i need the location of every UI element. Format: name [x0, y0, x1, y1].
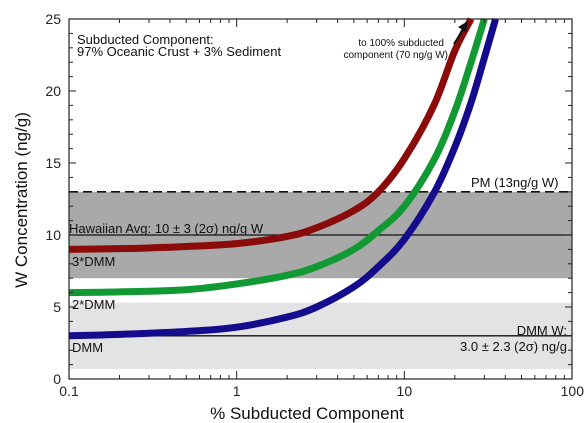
- x-tick-label-2: 10: [397, 383, 413, 399]
- y-tick-label-5: 25: [45, 11, 61, 27]
- series-label-3dmm: 3*DMM: [72, 254, 115, 269]
- series-label-dmm: DMM: [72, 340, 103, 355]
- hawaiian-avg-label: Hawaiian Avg: 10 ± 3 (2σ) ng/g W: [69, 221, 264, 236]
- y-tick-label-0: 0: [53, 371, 61, 387]
- series-line-0: [69, 17, 475, 253]
- x-tick-label-1: 1: [233, 383, 241, 399]
- pm-label: PM (13ng/g W): [471, 175, 558, 190]
- dmm-w-label-line1: DMM W:: [517, 323, 567, 338]
- arrow-annotation-line2: component (70 ng/g W): [344, 50, 449, 61]
- x-tick-label-3: 100: [561, 383, 584, 399]
- series-lines: [69, 17, 499, 340]
- y-tick-label-3: 15: [45, 155, 61, 171]
- y-tick-label-4: 20: [45, 83, 61, 99]
- series-line-2: [69, 18, 499, 340]
- subducted-component-title: Subducted Component:: [77, 32, 214, 47]
- y-axis-title: W Concentration (ng/g): [12, 112, 31, 288]
- x-tick-label-0: 0.1: [59, 383, 79, 399]
- series-label-2dmm: 2*DMM: [72, 297, 115, 312]
- dmm-w-label-line2: 3.0 ± 2.3 (2σ) ng/g: [460, 339, 567, 354]
- series-line-1: [69, 17, 488, 297]
- y-tick-label-2: 10: [45, 227, 61, 243]
- plot-frame: [68, 18, 573, 380]
- arrow-icon: [453, 21, 468, 45]
- arrow-annotation-line1: to 100% subducted: [358, 38, 444, 49]
- subducted-component-detail: 97% Oceanic Crust + 3% Sediment: [77, 44, 282, 59]
- axis-ticks: 0 5 10 15 20 25 0.1 1 10 100: [45, 11, 584, 399]
- y-tick-label-1: 5: [53, 299, 61, 315]
- x-axis-title: % Subducted Component: [210, 404, 404, 423]
